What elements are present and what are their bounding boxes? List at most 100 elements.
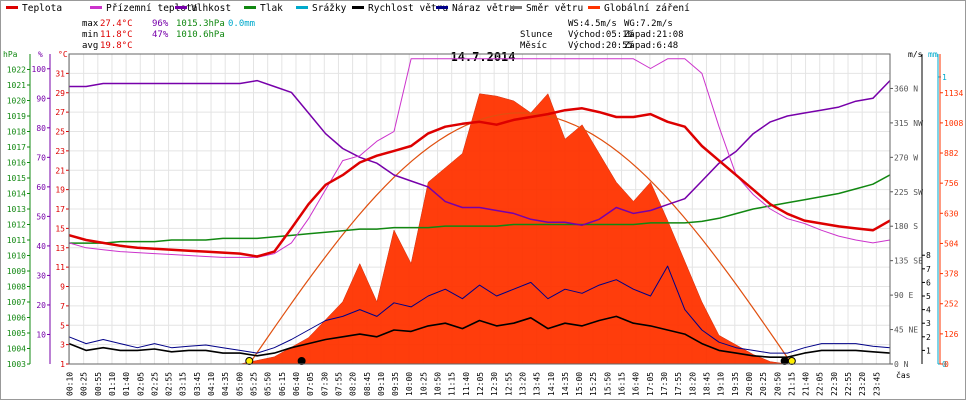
axis-pressure-label: 1005 xyxy=(7,329,26,338)
legend-swatch xyxy=(436,6,448,9)
x-tick-label: 19:35 xyxy=(731,372,740,396)
x-tick-label: 08:20 xyxy=(349,372,358,396)
axis-temperature-label: 5 xyxy=(60,321,65,330)
x-tick-label: 14:35 xyxy=(561,372,570,396)
x-tick-label: 00:25 xyxy=(80,372,89,396)
axis-wind-label: 2 xyxy=(926,333,931,342)
axis-direction-label: 360 N xyxy=(894,84,918,93)
legend-swatch xyxy=(588,6,600,9)
stats-block: max 27.4°C 96% 1015.3hPa 0.0mm min 11.8°… xyxy=(82,19,255,51)
x-tick-label: 10:50 xyxy=(434,372,443,396)
axis-pressure-label: 1009 xyxy=(7,267,26,276)
stats-rain: 0.0mm xyxy=(228,19,255,29)
x-tick-label: 02:55 xyxy=(165,372,174,396)
x-tick-label: 00:55 xyxy=(94,372,103,396)
axis-pressure-label: 1017 xyxy=(7,143,26,152)
axis-radiation-label: 378 xyxy=(944,270,959,279)
axis-pressure-label: 1014 xyxy=(7,190,26,199)
chart-title: 14.7.2014 xyxy=(450,50,515,64)
axis-pressure-label: 1016 xyxy=(7,159,26,168)
x-tick-label: 21:40 xyxy=(802,372,811,396)
axis-rain-label: 0 xyxy=(942,360,947,369)
x-tick-label: 15:25 xyxy=(589,372,598,396)
axis-temperature-label: 1 xyxy=(60,360,65,369)
axis-wind-label: 8 xyxy=(926,251,931,260)
axis-unit-humidity: % xyxy=(38,50,43,59)
axis-wind-label: 5 xyxy=(926,292,931,301)
axis-wind-label: 7 xyxy=(926,265,931,274)
axis-temperature-label: 23 xyxy=(55,147,65,156)
x-tick-label: 09:35 xyxy=(391,372,400,396)
series-humidity-line xyxy=(69,79,891,226)
x-tick-label: 16:40 xyxy=(632,372,641,396)
x-tick-label: 23:20 xyxy=(858,372,867,396)
wg-value: WG:7.2m/s xyxy=(624,19,673,29)
legend-swatch xyxy=(6,6,18,9)
plot-area: 00:10 00:25 00:55 01:10 01:40 02:05 02:25 02:55… xyxy=(7,53,963,396)
legend-label: Rychlost větru xyxy=(368,3,448,14)
x-tick-label: 03:15 xyxy=(179,372,188,396)
axis-radiation-label: 1134 xyxy=(944,89,963,98)
axis-humidity-label: 30 xyxy=(36,271,46,280)
x-tick-label: 22:05 xyxy=(816,372,825,396)
stats-min-press: 1010.6hPa xyxy=(176,30,225,40)
x-tick-label: 12:55 xyxy=(504,372,513,396)
axis-humidity-label: 50 xyxy=(36,212,46,221)
axis-wind-label: 6 xyxy=(926,278,931,287)
legend-label: Náraz větru xyxy=(452,3,515,14)
x-tick-label: 21:15 xyxy=(787,372,796,396)
x-tick-label: 05:25 xyxy=(250,372,259,396)
axis-unit-rain: mm xyxy=(928,50,938,59)
axis-unit-wind: m/s xyxy=(908,50,923,59)
x-tick-label: 15:00 xyxy=(575,372,584,396)
x-tick-label: 12:05 xyxy=(476,372,485,396)
sunset-value: Západ:21:08 xyxy=(624,30,684,40)
axis-radiation-label: 252 xyxy=(944,300,959,309)
axis-pressure-label: 1021 xyxy=(7,81,26,90)
legend-swatch xyxy=(510,6,522,9)
axis-humidity-label: 100 xyxy=(32,65,47,74)
x-tick-label: 13:20 xyxy=(518,372,527,396)
plot-frame xyxy=(68,53,891,365)
axis-unit-temperature: °C xyxy=(58,50,68,59)
astro-info: WS:4.5m/s WG:7.2m/s Slunce Východ:05:16 … xyxy=(520,19,684,51)
axis-temperature-label: 13 xyxy=(55,244,65,253)
axis-direction-label: 225 SW xyxy=(894,188,923,197)
moonset-value: Západ:6:48 xyxy=(624,41,678,51)
legend-label: Teplota xyxy=(22,3,62,14)
stats-max-hum: 96% xyxy=(152,19,169,29)
axis-direction-label: 315 NW xyxy=(894,119,923,128)
stats-min-temp: 11.8°C xyxy=(100,30,133,40)
axis-direction-label: 45 NE xyxy=(894,326,918,335)
x-tick-label: 14:10 xyxy=(547,372,556,396)
legend-label: Směr větru xyxy=(526,3,583,14)
x-tick-label: 02:05 xyxy=(136,372,145,396)
axis-temperature-label: 17 xyxy=(55,205,65,214)
axis-radiation-label: 1008 xyxy=(944,119,963,128)
stats-min-label: min xyxy=(82,30,98,40)
axis-temperature-label: 25 xyxy=(55,128,65,137)
x-tick-label: 09:10 xyxy=(377,372,386,396)
x-tick-label: 18:45 xyxy=(702,372,711,396)
series-ground-temp-line xyxy=(68,58,891,258)
x-tick-label: 22:30 xyxy=(830,372,839,396)
axis-humidity-label: 10 xyxy=(36,330,46,339)
series-temperature-line xyxy=(68,107,891,258)
x-tick-label: 11:40 xyxy=(462,372,471,396)
axis-temperature-label: 3 xyxy=(60,341,65,350)
x-tick-label: 23:45 xyxy=(872,372,881,396)
legend-label: Globální záření xyxy=(604,3,690,14)
axis-pressure-label: 1003 xyxy=(7,360,26,369)
axis-pressure-label: 1020 xyxy=(7,97,26,106)
axis-radiation-label: 756 xyxy=(944,179,959,188)
x-tick-label: 13:45 xyxy=(533,372,542,396)
axis-pressure-label: 1004 xyxy=(7,345,26,354)
axis-pressure-label: 1015 xyxy=(7,174,26,183)
axis-temperature-label: 15 xyxy=(55,224,65,233)
x-tick-label: 22:55 xyxy=(844,372,853,396)
axis-direction-label: 0 N xyxy=(894,360,909,369)
axis-radiation-label: 0 xyxy=(944,360,949,369)
axis-pressure-label: 1019 xyxy=(7,112,26,121)
axis-radiation-label: 126 xyxy=(944,330,959,339)
